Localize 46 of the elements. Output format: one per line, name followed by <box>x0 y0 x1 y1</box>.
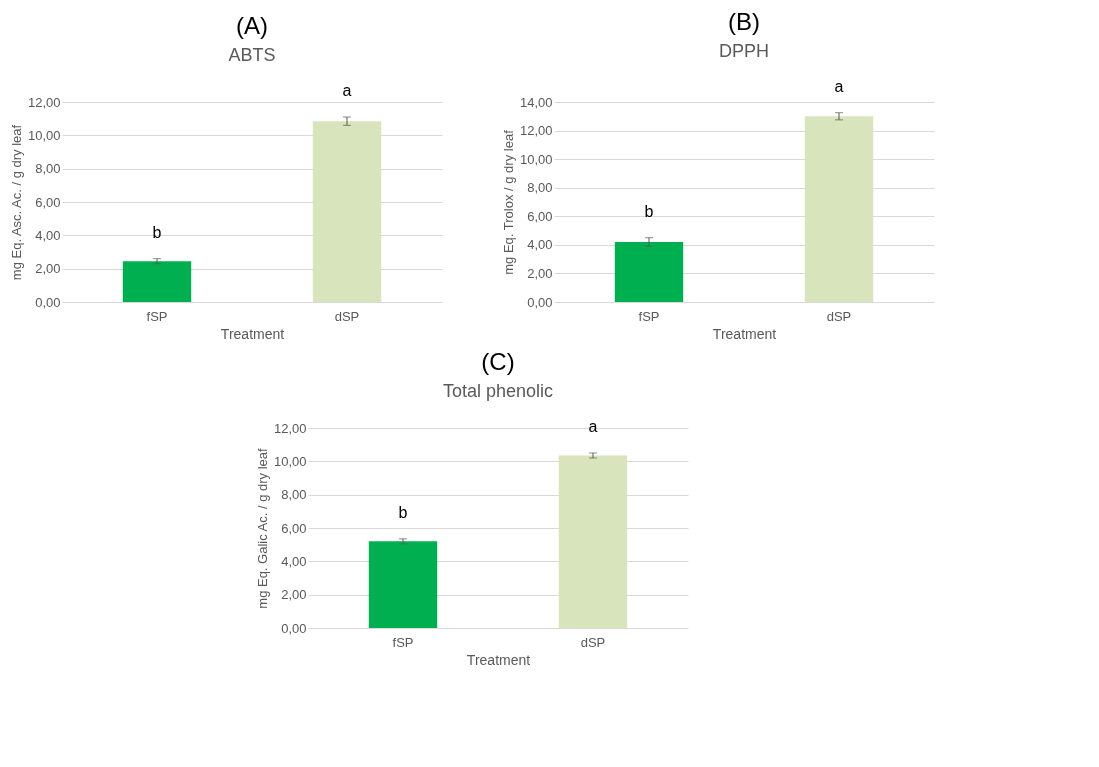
y-tick-label: 10,00 <box>273 453 307 469</box>
y-tick-label: 12,00 <box>27 94 61 110</box>
annotation: b <box>398 503 408 521</box>
annotation: a <box>588 418 598 435</box>
y-tick-label: 4,00 <box>281 553 307 569</box>
y-tick-label: 4,00 <box>527 237 553 253</box>
x-axis-title: Treatment <box>712 325 777 342</box>
y-tick-label: 2,00 <box>527 265 553 281</box>
y-tick-label: 4,00 <box>35 227 61 243</box>
x-tick-label: fSP <box>392 634 414 650</box>
chart-subtitle: (A) <box>236 12 268 39</box>
y-tick-label: 8,00 <box>35 161 61 177</box>
chart-subtitle: (C) <box>481 348 515 375</box>
text: a <box>834 77 844 95</box>
y-tick-label: 10,00 <box>27 127 61 143</box>
x-tick-label: fSP <box>146 308 168 324</box>
y-axis-title: mg Eq. Galic Ac. / g dry leaf <box>254 447 270 609</box>
x-tick-label: fSP <box>638 308 660 324</box>
y-tick-label: 2,00 <box>281 587 307 603</box>
y-tick-label: 6,00 <box>527 208 553 224</box>
y-tick-label: 0,00 <box>281 620 307 636</box>
x-axis-title: Treatment <box>466 651 531 668</box>
chart-title: DPPH <box>718 40 770 61</box>
chart-title: Total phenolic <box>442 381 554 401</box>
annotation: b <box>644 202 654 220</box>
text: a <box>342 82 352 99</box>
x-tick-label: dSP <box>826 308 852 324</box>
y-tick-label: 6,00 <box>281 520 307 536</box>
y-tick-label: 14,00 <box>519 94 553 110</box>
x-axis-title: Treatment <box>220 325 285 342</box>
y-axis-title: mg Eq. Asc. Ac. / g dry leaf <box>8 124 24 281</box>
y-tick-label: 12,00 <box>519 123 553 139</box>
y-tick-label: 10,00 <box>519 151 553 167</box>
chart-title: ABTS <box>228 45 276 65</box>
y-tick-label: 0,00 <box>35 294 61 310</box>
y-tick-label: 2,00 <box>35 261 61 277</box>
y-tick-label: 8,00 <box>527 180 553 196</box>
y-tick-label: 8,00 <box>281 487 307 503</box>
annotation: b <box>152 223 162 241</box>
y-tick-label: 0,00 <box>527 294 553 310</box>
y-axis-title: mg Eq. Trolox / g dry leaf <box>500 129 516 275</box>
chart-subtitle: (B) <box>728 7 760 35</box>
x-tick-label: dSP <box>580 634 606 650</box>
y-tick-label: 6,00 <box>35 194 61 210</box>
x-tick-label: dSP <box>334 308 360 324</box>
y-tick-label: 12,00 <box>273 420 307 436</box>
